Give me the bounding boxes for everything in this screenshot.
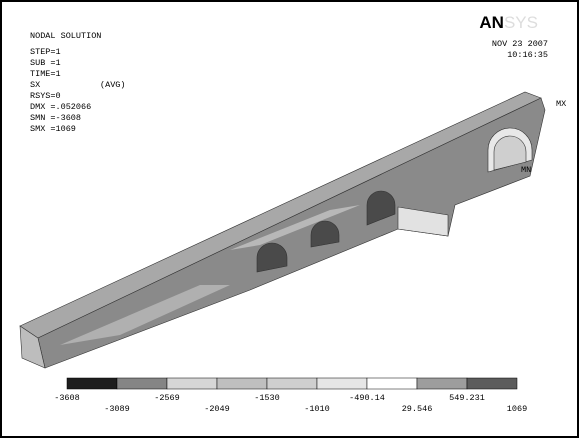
legend-band	[417, 378, 467, 389]
legend-label: -2569	[154, 393, 180, 403]
legend-label: -1010	[304, 404, 330, 414]
legend-band	[217, 378, 267, 389]
legend-band	[67, 378, 117, 389]
logo-main: AN	[479, 13, 504, 32]
avg-label: (AVG)	[100, 80, 126, 90]
legend-band	[117, 378, 167, 389]
legend-label: -3089	[104, 404, 130, 414]
logo-faint: SYS	[504, 13, 538, 32]
max-marker: MX	[556, 99, 566, 109]
info-line: SMN =-3608	[30, 113, 81, 123]
legend-band	[167, 378, 217, 389]
legend-label: -2049	[204, 404, 230, 414]
date: NOV 23 2007	[492, 39, 548, 49]
legend-label: -3608	[54, 393, 80, 403]
result-title: NODAL SOLUTION	[30, 31, 101, 41]
legend-band	[267, 378, 317, 389]
info-line: SUB =1	[30, 58, 61, 68]
min-marker: MN	[521, 165, 531, 175]
screen: NODAL SOLUTION (AVG) STEP=1SUB =1TIME=1S…	[0, 0, 579, 438]
legend-label: 1069	[507, 404, 527, 414]
info-line: RSYS=0	[30, 91, 61, 101]
legend-label: 549.231	[449, 393, 485, 403]
legend-label: 29.546	[402, 404, 433, 414]
info-line: TIME=1	[30, 69, 61, 79]
info-line: SX	[30, 80, 40, 90]
time: 10:16:35	[507, 50, 548, 60]
legend-label: -490.14	[349, 393, 385, 403]
legend-label: -1530	[254, 393, 280, 403]
logo: ANSYS	[479, 13, 538, 32]
viewport: NODAL SOLUTION (AVG) STEP=1SUB =1TIME=1S…	[0, 0, 579, 438]
info-line: STEP=1	[30, 47, 61, 57]
legend-band	[317, 378, 367, 389]
legend-band	[467, 378, 517, 389]
info-line: SMX =1069	[30, 124, 76, 134]
legend-band	[367, 378, 417, 389]
info-line: DMX =.052066	[30, 102, 91, 112]
